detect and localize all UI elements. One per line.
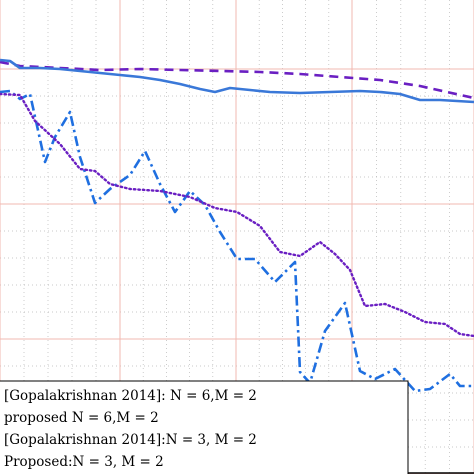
legend-entry-4: Proposed:N = 3, M = 2: [4, 454, 164, 470]
legend-entry-2: proposed N = 6,M = 2: [4, 410, 159, 426]
legend: [Gopalakrishnan 2014]: N = 6,M = 2 propo…: [0, 380, 409, 474]
legend-box: [0, 380, 409, 474]
legend-entry-1: [Gopalakrishnan 2014]: N = 6,M = 2: [4, 388, 257, 404]
series-line-4: [0, 92, 474, 338]
series-line-2: [0, 58, 474, 104]
series-layer: [0, 58, 474, 393]
series-line-3: [0, 89, 474, 393]
legend-entry-3: [Gopalakrishnan 2014]:N = 3, M = 2: [4, 432, 257, 448]
